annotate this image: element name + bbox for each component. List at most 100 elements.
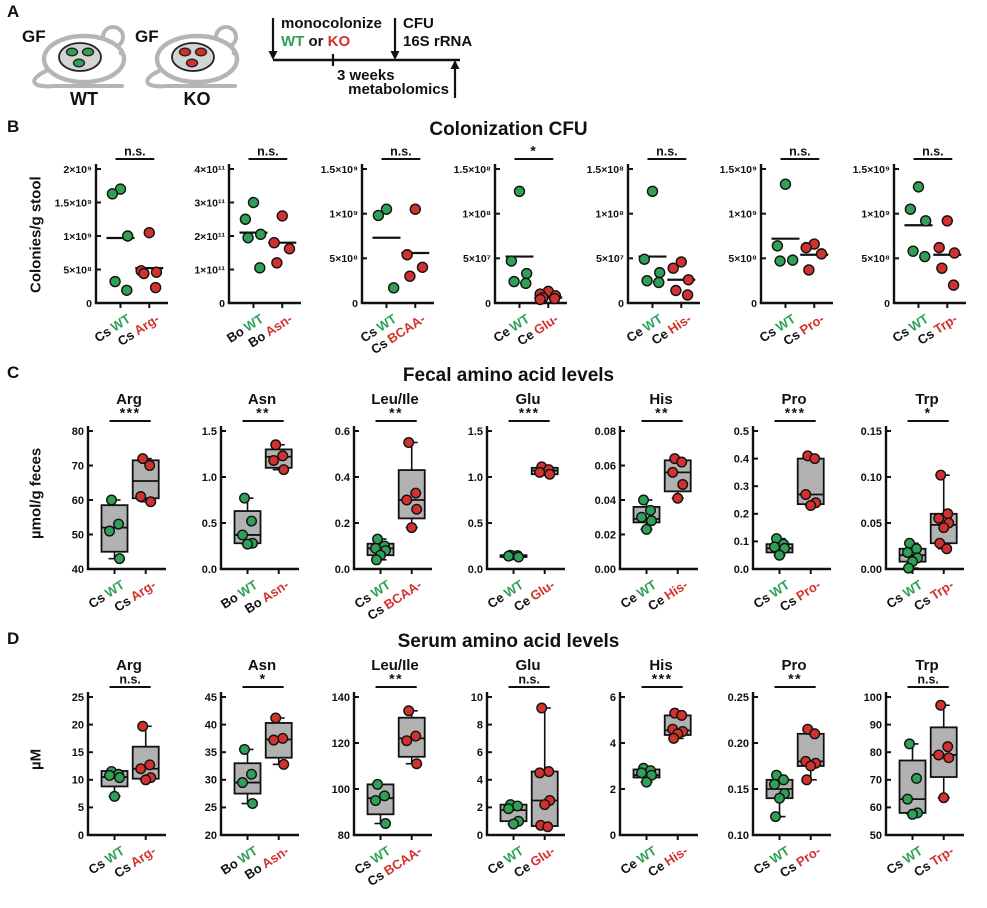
panel-c: C Fecal amino acid levels µmol/g feces 4… [0, 361, 987, 621]
mouse-eye-icon [231, 50, 237, 56]
data-point [805, 760, 817, 772]
y-tick-label: 6 [610, 692, 616, 704]
data-point [778, 774, 790, 786]
y-tick-label: 1×10⁹ [329, 208, 358, 220]
data-point [801, 774, 813, 786]
y-tick-label: 5×10⁸ [861, 253, 890, 265]
subplot-title: Trp [915, 391, 938, 408]
significance-label: n.s. [119, 673, 141, 687]
data-point [278, 758, 290, 770]
group-Ce-His- [667, 256, 696, 301]
data-point [542, 821, 554, 833]
group-Cs-WT [372, 203, 401, 294]
group-Cs-WT [366, 778, 395, 829]
y-tick-label: 2 [477, 802, 483, 814]
data-point [636, 767, 648, 779]
data-point [109, 275, 121, 288]
data-point [800, 241, 812, 254]
data-point [653, 276, 665, 289]
wt-or-ko-label: WT or KO [281, 33, 351, 50]
data-point [513, 551, 525, 563]
y-tick-label: 0.10 [728, 830, 749, 842]
data-point [943, 752, 955, 764]
bacteria-dot [65, 47, 79, 57]
y-tick-label: 1.5×10⁹ [853, 164, 890, 176]
y-tick-label: 0 [618, 298, 624, 310]
duration-label: 3 weeks [337, 67, 395, 84]
axes: 0 5 10 15 20 25 [72, 692, 166, 842]
data-point [135, 763, 147, 775]
data-point [278, 464, 290, 476]
group-Ce-WT [505, 185, 534, 290]
data-point [933, 241, 945, 254]
data-point [534, 466, 546, 478]
axes: 0 1×10¹¹ 2×10¹¹ 3×10¹¹ 4×10¹¹ [194, 164, 301, 310]
subplot-title: His [649, 657, 672, 674]
group-Ce-Glu- [530, 461, 559, 480]
y-tick-label: 0.0 [734, 564, 749, 576]
data-point [536, 702, 548, 714]
data-point [774, 792, 786, 804]
axes: 20 25 30 35 40 45 [205, 692, 299, 842]
y-tick-label: 0 [352, 298, 358, 310]
data-point [106, 494, 118, 506]
y-tick-label: 1.5×10⁸ [587, 164, 624, 176]
y-tick-label: 20 [205, 830, 217, 842]
subplot-title: Trp [915, 657, 938, 674]
data-point [902, 546, 914, 558]
data-point [416, 261, 429, 273]
axes: 0 5×10⁷ 1×10⁸ 1.5×10⁸ [587, 164, 700, 310]
y-tick-label: 0 [751, 298, 757, 310]
gf-label: GF [22, 27, 46, 46]
panel-c-y-axis-label: µmol/g feces [27, 447, 45, 539]
group-Cs-Pro- [800, 238, 829, 276]
y-tick-label: 50 [72, 529, 84, 541]
data-point [641, 274, 653, 287]
data-point [912, 181, 925, 193]
data-point [941, 215, 953, 227]
data-point [672, 492, 684, 504]
bacteria-dot [185, 58, 199, 68]
group-Ce-His- [663, 453, 692, 504]
group-Cs-Trp- [933, 215, 962, 291]
y-tick-label: 0.08 [595, 426, 616, 438]
data-point [935, 699, 947, 711]
axes: 80 100 120 140 [332, 692, 432, 842]
panel-b-y-axis-label: Colonies/g stool [27, 176, 45, 294]
data-point [140, 774, 152, 786]
metabolomics-label: metabolomics [348, 81, 449, 98]
data-point [809, 728, 821, 740]
significance-label: ** [389, 405, 403, 421]
data-point [911, 543, 923, 555]
y-tick-label: 5×10⁸ [329, 253, 358, 265]
y-tick-label: 1.5×10⁹ [720, 164, 757, 176]
data-point [641, 776, 653, 788]
data-point [670, 284, 682, 297]
axes: 0 2 4 6 [610, 692, 698, 842]
panel-d-letter: D [7, 629, 20, 648]
significance: *** [641, 671, 683, 688]
mouse-tail [32, 68, 124, 89]
data-point [508, 818, 520, 830]
y-tick-label: 0 [86, 298, 92, 310]
y-tick-label: 5×10⁷ [463, 253, 491, 265]
significance-label: n.s. [124, 145, 146, 159]
subplot-title: Leu/Ile [371, 391, 419, 408]
significance: n.s. [115, 145, 155, 160]
group-Cs-WT [771, 178, 800, 267]
data-point [676, 456, 688, 468]
data-point [144, 459, 156, 471]
y-tick-label: 1.5 [202, 426, 217, 438]
panel-b-title: Colonization CFU [429, 119, 588, 140]
y-tick-label: 20 [72, 719, 84, 731]
mouse-ko: GF KO [135, 25, 240, 109]
y-tick-label: 1×10¹¹ [194, 264, 225, 276]
data-point [254, 228, 267, 241]
data-point [242, 231, 254, 244]
data-point [109, 790, 121, 802]
y-tick-label: 0.00 [595, 564, 616, 576]
group-Bo-WT [233, 492, 262, 550]
